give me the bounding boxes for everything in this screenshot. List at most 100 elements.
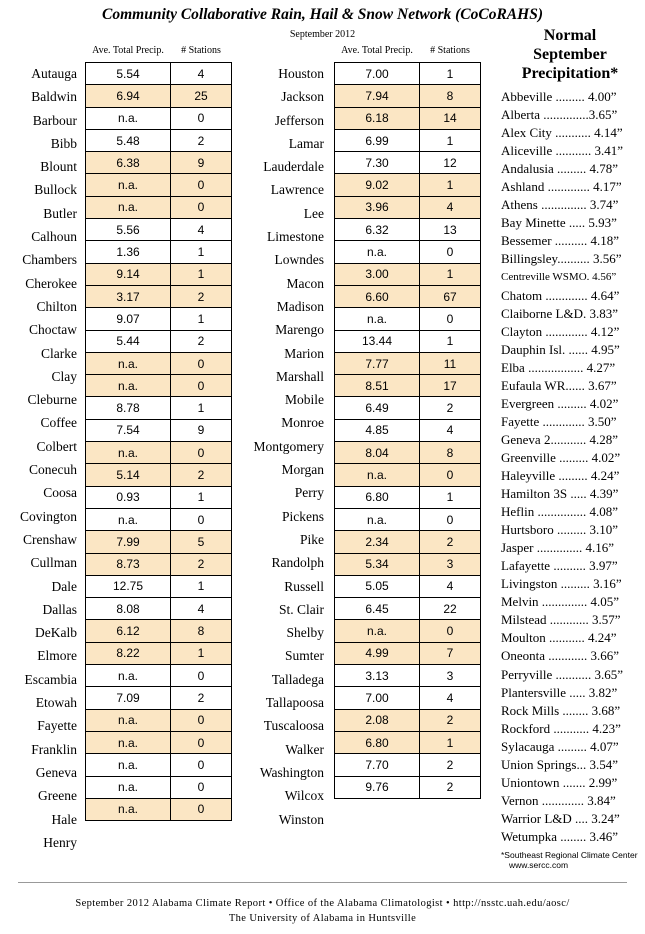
county-name: Baldwin bbox=[31, 89, 77, 105]
stations-cell: 2 bbox=[419, 396, 481, 420]
county-name: Monroe bbox=[281, 415, 324, 431]
stations-cell: 2 bbox=[170, 329, 232, 353]
normal-precip-item: Ashland ............. 4.17” bbox=[501, 179, 622, 195]
stations-cell: 13 bbox=[419, 218, 481, 242]
left-precip-table: 5.54 4 6.94 25 n.a. 0 5.48 2 6.38 9 n.a. 0 n.a. 0 5.56… bbox=[85, 61, 232, 822]
normal-title-line: Normal bbox=[543, 27, 597, 44]
county-name: Morgan bbox=[281, 462, 325, 478]
table-row: 9.07 1 bbox=[85, 307, 232, 331]
normal-precip-item: Hamilton 3S ..... 4.39” bbox=[501, 486, 619, 502]
stations-cell: 1 bbox=[419, 128, 481, 153]
county-name: Hale bbox=[51, 811, 77, 827]
table-row: 7.94 8 bbox=[334, 84, 481, 108]
page-title: Community Collaborative Rain, Hail & Sno… bbox=[102, 6, 543, 23]
normal-precip-list: Abbeville ......... 4.00” Alberta .......… bbox=[501, 88, 643, 846]
table-row: 1.36 1 bbox=[85, 240, 232, 264]
table-row: 6.60 67 bbox=[334, 284, 481, 309]
county-name: Macon bbox=[286, 275, 325, 291]
normal-precip-item: Fayette ............. 3.50” bbox=[501, 413, 617, 429]
stations-cell: 2 bbox=[419, 753, 481, 777]
county-name: Clay bbox=[51, 368, 78, 384]
table-row: 6.38 9 bbox=[85, 151, 232, 175]
avg-precip-cell: 8.04 bbox=[334, 441, 420, 465]
stations-cell: 1 bbox=[170, 641, 232, 666]
table-row: 4.85 4 bbox=[334, 418, 481, 443]
county-name: Winston bbox=[278, 811, 324, 827]
table-row: 7.77 11 bbox=[334, 351, 481, 376]
normal-precip-item: Plantersville ..... 3.82” bbox=[501, 684, 618, 700]
normal-precip-item: Heflin ............... 4.08” bbox=[501, 504, 618, 520]
county-name: Escambia bbox=[24, 671, 77, 687]
table-row: n.a. 0 bbox=[334, 240, 481, 264]
county-name: Lauderdale bbox=[263, 159, 324, 175]
stations-cell: 2 bbox=[419, 530, 481, 554]
stations-cell: 0 bbox=[170, 351, 232, 376]
stations-cell: 2 bbox=[170, 463, 232, 487]
county-name: Henry bbox=[43, 834, 77, 850]
county-name: Wilcox bbox=[284, 788, 324, 804]
avg-precip-cell: 8.73 bbox=[85, 552, 171, 576]
footer-line: September 2012 Alabama Climate Report • … bbox=[75, 898, 570, 909]
normal-precip-item: Haleyville ......... 4.24” bbox=[501, 467, 620, 483]
stations-cell: 17 bbox=[419, 374, 481, 398]
footer-line: The University of Alabama in Huntsville bbox=[228, 913, 417, 924]
county-name: Conecuh bbox=[29, 462, 77, 478]
table-row: 6.99 1 bbox=[334, 128, 481, 153]
stations-cell: 1 bbox=[170, 485, 232, 509]
avg-precip-cell: 7.09 bbox=[85, 686, 171, 710]
avg-precip-cell: 7.77 bbox=[334, 351, 420, 376]
right-precip-header: Ave. Total Precip. bbox=[341, 45, 413, 56]
stations-cell: 2 bbox=[419, 708, 481, 732]
county-name: Madison bbox=[276, 298, 324, 314]
stations-cell: 1 bbox=[419, 173, 481, 197]
stations-cell: 0 bbox=[419, 463, 481, 487]
normal-precip-title: Normal September Precipitation* bbox=[500, 26, 640, 83]
table-row: 9.02 1 bbox=[334, 173, 481, 197]
county-name: Barbour bbox=[32, 112, 77, 128]
table-row: 6.80 1 bbox=[334, 730, 481, 755]
stations-cell: 1 bbox=[170, 396, 232, 420]
avg-precip-cell: 1.36 bbox=[85, 240, 171, 264]
county-name: Chilton bbox=[36, 298, 77, 314]
source-note-url: www.sercc.com bbox=[509, 860, 569, 870]
county-name: Tallapoosa bbox=[265, 695, 324, 711]
county-name: Blount bbox=[40, 159, 77, 175]
avg-precip-cell: 6.80 bbox=[334, 730, 420, 755]
county-name: Lowndes bbox=[274, 252, 325, 268]
table-row: n.a. 0 bbox=[85, 351, 232, 376]
left-county-names: Autauga Baldwin Barbour Bibb Blount Bullock Bu… bbox=[0, 62, 77, 854]
avg-precip-cell: 6.18 bbox=[334, 106, 420, 130]
table-row: 8.51 17 bbox=[334, 374, 481, 398]
stations-cell: 0 bbox=[419, 507, 481, 532]
right-precip-table: 7.00 1 7.94 8 6.18 14 6.99 1 7.30 12 9.02 1 3.96 4 6.3… bbox=[334, 61, 481, 799]
county-name: Lawrence bbox=[270, 182, 324, 198]
avg-precip-cell: 5.34 bbox=[334, 552, 420, 576]
county-name: Pike bbox=[299, 531, 324, 547]
county-name: Etowah bbox=[35, 695, 77, 711]
table-row: 5.34 3 bbox=[334, 552, 481, 576]
stations-cell: 5 bbox=[170, 530, 232, 554]
county-name: Colbert bbox=[36, 438, 78, 454]
stations-cell: 1 bbox=[419, 730, 481, 755]
avg-precip-cell: n.a. bbox=[85, 775, 171, 799]
table-row: n.a. 0 bbox=[85, 195, 232, 220]
stations-cell: 0 bbox=[170, 730, 232, 755]
avg-precip-cell: n.a. bbox=[85, 351, 171, 376]
avg-precip-cell: 5.44 bbox=[85, 329, 171, 353]
avg-precip-cell: n.a. bbox=[85, 664, 171, 688]
table-row: n.a. 0 bbox=[85, 753, 232, 777]
county-name: Dallas bbox=[42, 601, 78, 617]
normal-precip-item: Jasper .............. 4.16” bbox=[501, 540, 615, 556]
table-row: 5.54 4 bbox=[85, 61, 232, 86]
normal-precip-item: Dauphin Isl. ...... 4.95” bbox=[501, 341, 620, 357]
table-row: 9.76 2 bbox=[334, 775, 481, 799]
county-name: Lee bbox=[303, 205, 324, 221]
table-row: n.a. 0 bbox=[85, 173, 232, 197]
stations-cell: 4 bbox=[170, 61, 232, 86]
avg-precip-cell: 5.54 bbox=[85, 61, 171, 86]
stations-cell: 7 bbox=[419, 641, 481, 666]
stations-cell: 9 bbox=[170, 418, 232, 443]
stations-cell: 1 bbox=[170, 307, 232, 331]
left-precip-header: Ave. Total Precip. bbox=[92, 45, 164, 56]
stations-cell: 0 bbox=[170, 441, 232, 465]
